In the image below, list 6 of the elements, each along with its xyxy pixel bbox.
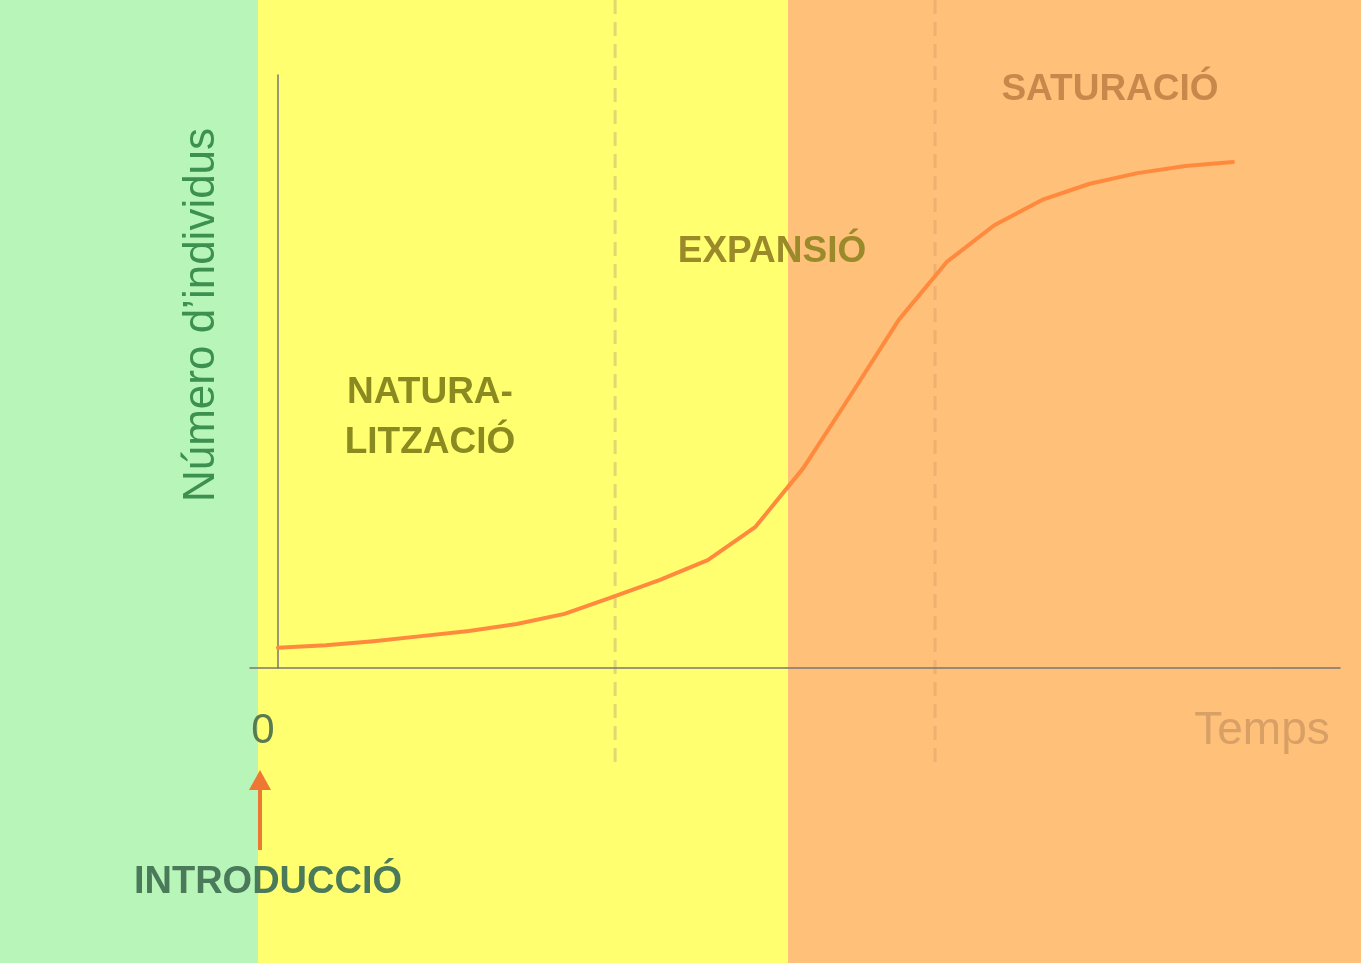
- annotation: NATURA- LITZACIÓ: [344, 369, 516, 461]
- text: INTRODUCCIÓ: [133, 858, 403, 901]
- text: 0: [251, 704, 275, 752]
- y-axis-title: Número d’individus: [173, 127, 223, 503]
- annotation: EXPANSIÓ: [677, 227, 867, 270]
- text: SATURACIÓ: [1001, 65, 1219, 108]
